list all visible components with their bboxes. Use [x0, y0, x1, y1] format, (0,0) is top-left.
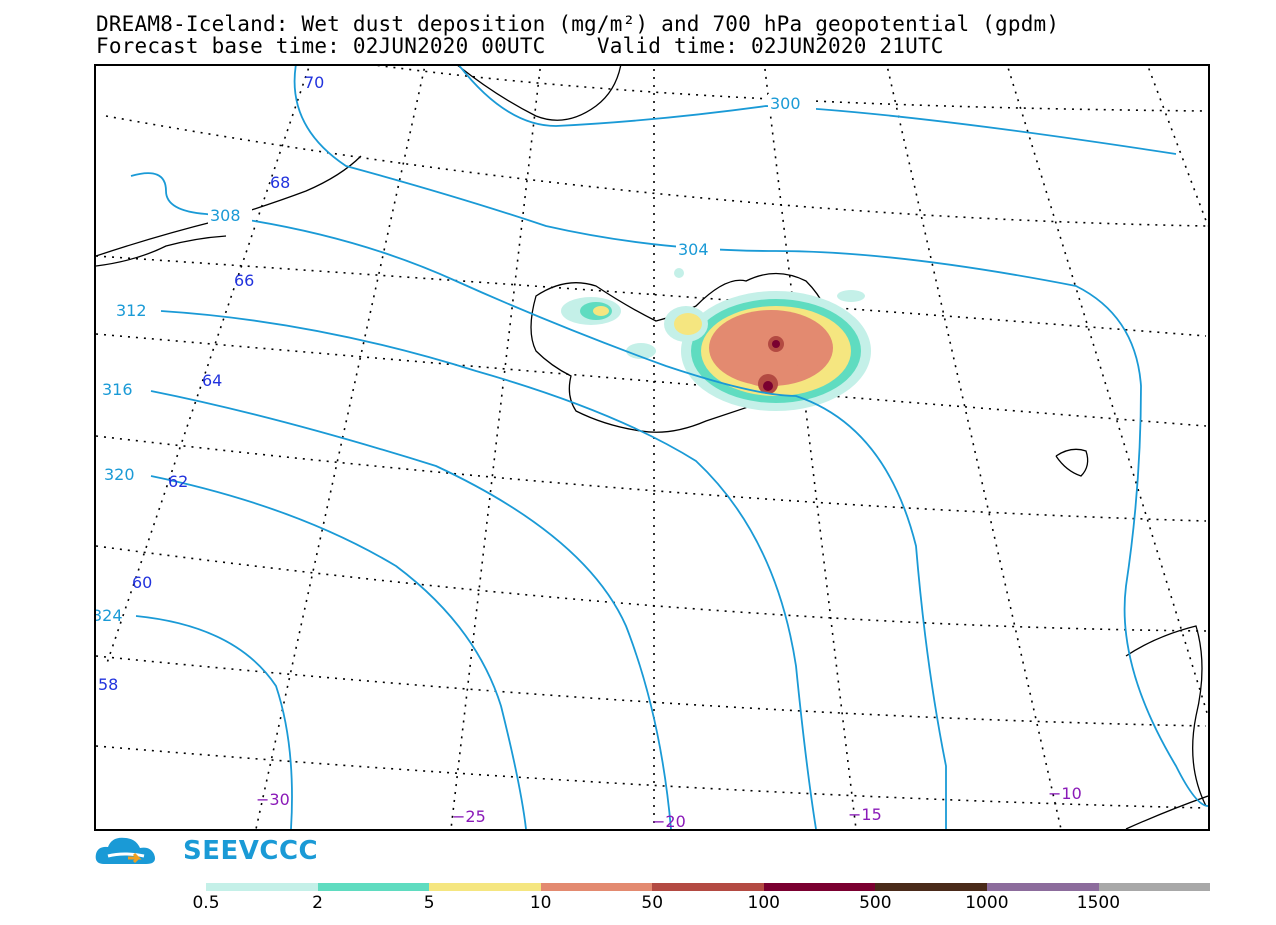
chart-subtitle: Forecast base time: 02JUN2020 00UTC Vali… — [96, 34, 944, 58]
seevccc-logo — [94, 834, 304, 870]
contour-labels: 300 304 308 312 316 320 324 — [96, 94, 816, 625]
contour-312 — [160, 310, 817, 829]
contour-320 — [150, 475, 527, 829]
legend-swatch — [206, 883, 318, 891]
legend-swatch — [429, 883, 541, 891]
latitude-label: 58 — [98, 675, 118, 694]
cloud-arrow-icon — [95, 837, 155, 864]
latitude-label: 68 — [270, 173, 290, 192]
legend-tick-label: 1500 — [1076, 893, 1121, 913]
legend-tick-label: 500 — [859, 893, 892, 913]
latitude-label: 60 — [132, 573, 152, 592]
longitude-label: −25 — [452, 807, 486, 826]
geopotential-contours — [130, 66, 1208, 829]
latitude-label: 64 — [202, 371, 222, 390]
legend-tick-label: 0.5 — [192, 893, 220, 913]
contour-304 — [293, 66, 1208, 807]
longitude-label: −10 — [1048, 784, 1082, 803]
latitude-label: 62 — [168, 472, 188, 491]
contour-300 — [458, 66, 1177, 155]
longitude-label: −15 — [848, 805, 882, 824]
legend-swatch — [540, 883, 653, 891]
legend-tick-label: 50 — [641, 893, 664, 913]
chart-title: DREAM8-Iceland: Wet dust deposition (mg/… — [96, 12, 1060, 36]
legend-tick-label: 5 — [423, 893, 435, 913]
legend-tick-label: 1000 — [965, 893, 1009, 913]
legend-tick-label: 100 — [747, 893, 780, 913]
longitude-label: −30 — [256, 790, 290, 809]
legend-swatch — [652, 883, 764, 891]
legend-tick-label: 2 — [312, 893, 323, 913]
logo-text: SEEVCCC — [183, 836, 319, 866]
contour-label: 320 — [104, 465, 135, 484]
contour-324 — [135, 615, 293, 829]
contour-308 — [130, 172, 947, 829]
legend-swatch — [1098, 883, 1211, 891]
legend-swatch — [763, 883, 876, 891]
coastlines — [96, 66, 1208, 829]
contour-label: 308 — [210, 206, 241, 225]
longitude-label: −20 — [652, 812, 686, 829]
contour-label: 324 — [96, 606, 123, 625]
latitude-gridlines — [96, 66, 1207, 809]
latitude-labels: 70 68 66 64 62 60 58 — [98, 73, 324, 694]
contour-label: 316 — [102, 380, 133, 399]
contour-label: 304 — [678, 240, 709, 259]
legend-tick-labels: 0.5 2 5 10 50 100 500 1000 1500 — [0, 893, 1276, 917]
legend-swatch — [875, 883, 987, 891]
map-panel: 70 68 66 64 62 60 58 −30 −25 −20 −15 −10… — [94, 64, 1210, 831]
contour-label: 300 — [770, 94, 801, 113]
map-canvas: 70 68 66 64 62 60 58 −30 −25 −20 −15 −10… — [96, 66, 1208, 829]
legend-colorbar — [206, 883, 1211, 891]
legend-swatch — [986, 883, 1099, 891]
latitude-label: 66 — [234, 271, 254, 290]
legend-tick-label: 10 — [529, 893, 552, 913]
legend-swatch — [317, 883, 430, 891]
dust-deposition-field — [561, 268, 871, 411]
longitude-labels: −30 −25 −20 −15 −10 — [256, 784, 1082, 829]
latitude-label: 70 — [304, 73, 324, 92]
contour-316 — [150, 390, 672, 829]
contour-label: 312 — [116, 301, 147, 320]
longitude-gridlines — [105, 66, 1208, 829]
